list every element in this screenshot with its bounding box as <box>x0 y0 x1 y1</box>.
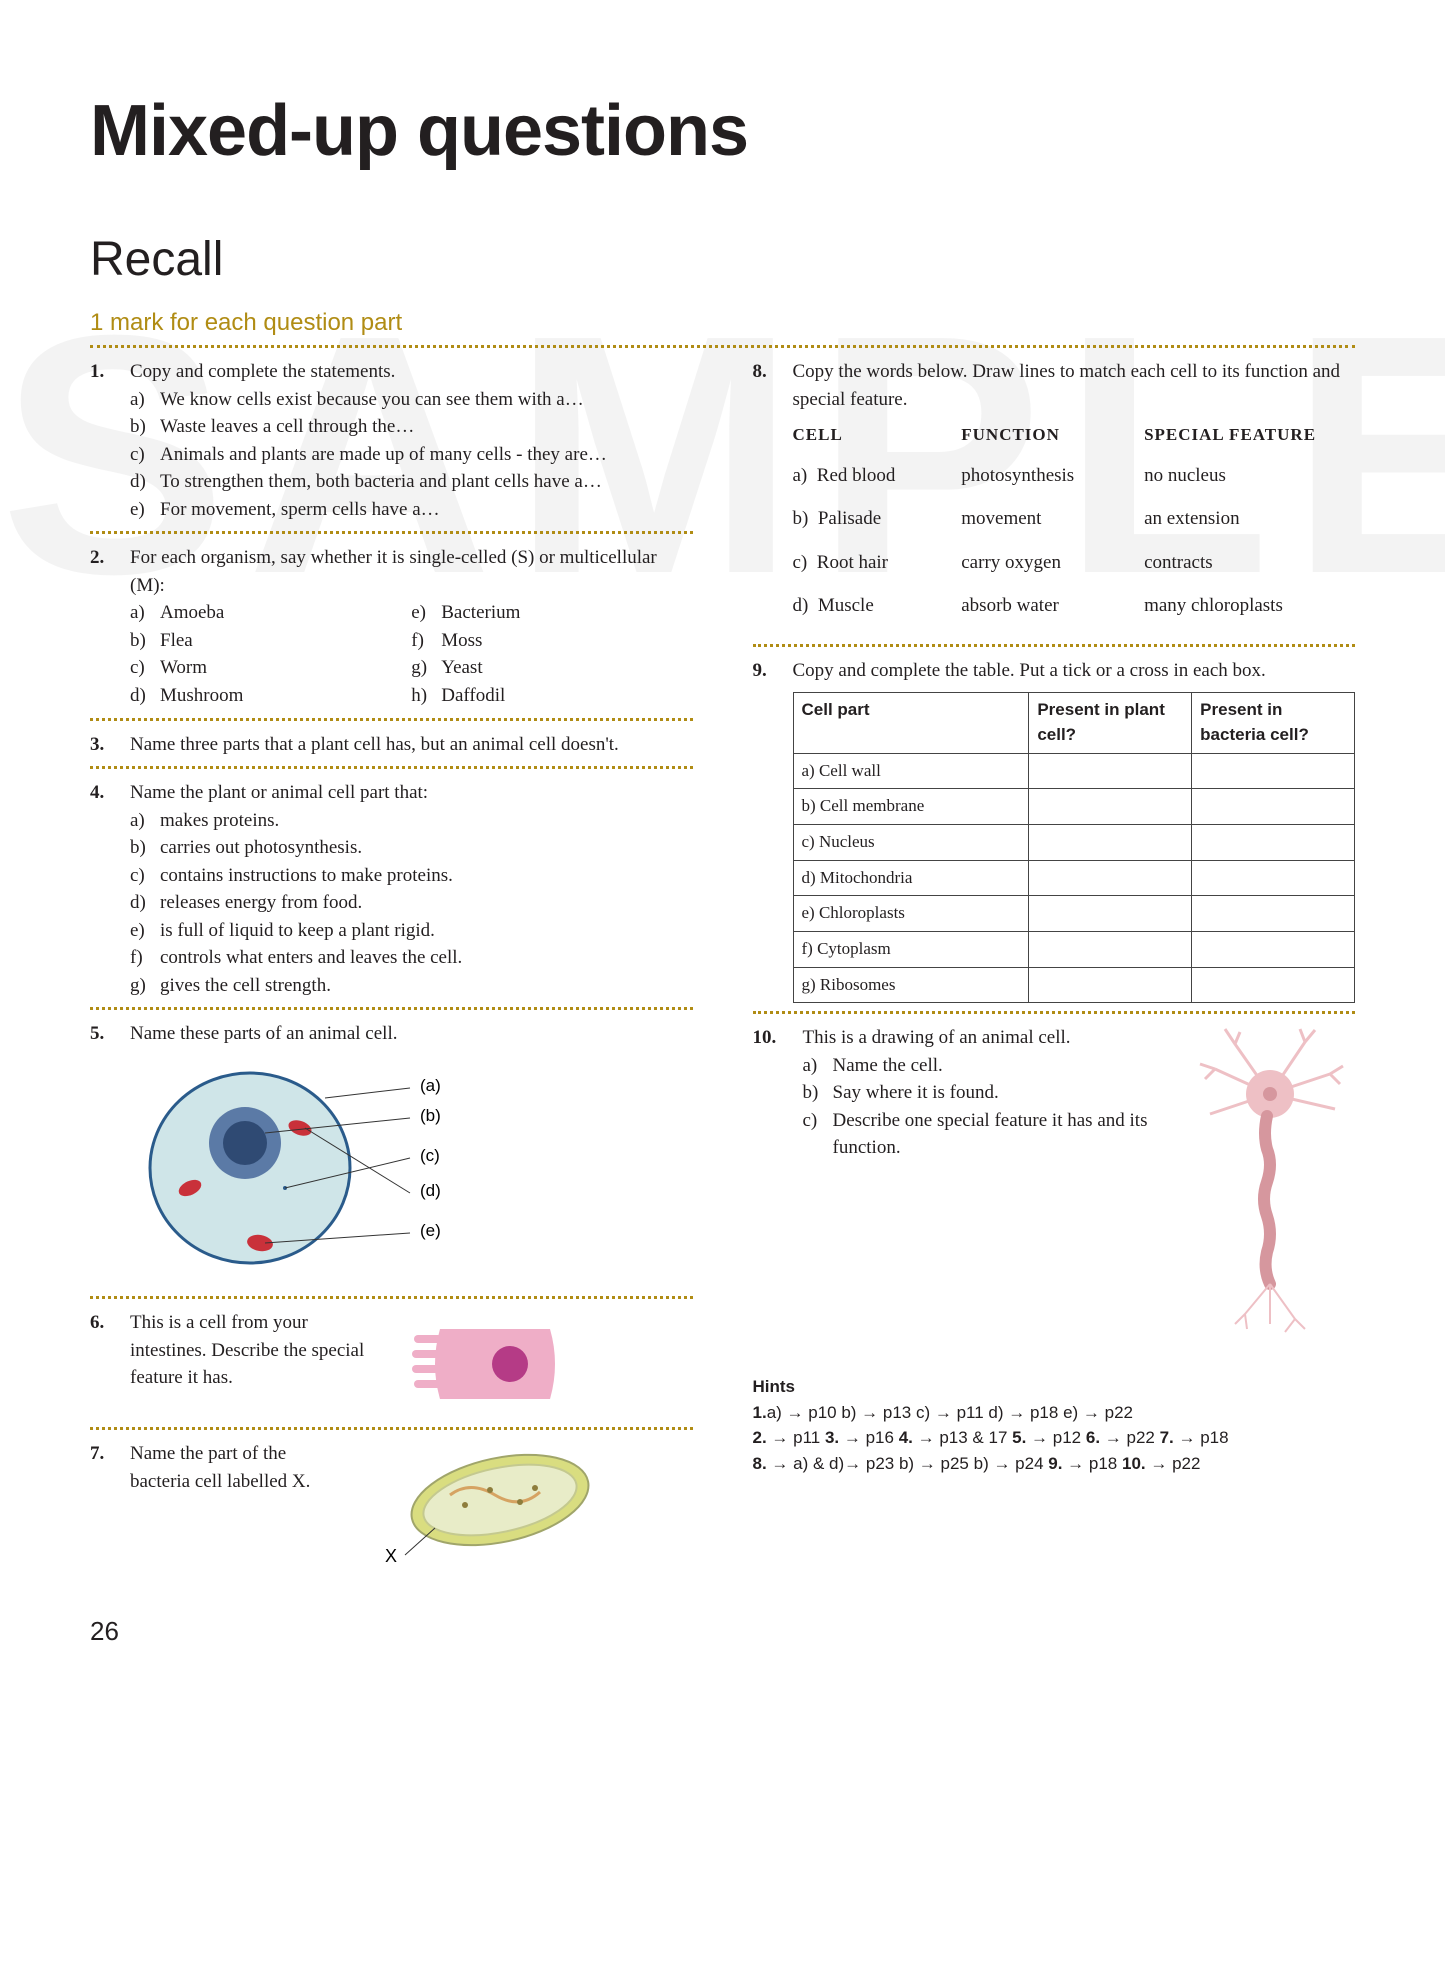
divider <box>90 531 693 534</box>
q-text: This is a drawing of an animal cell. <box>803 1024 1166 1052</box>
question-4: 4. Name the plant or animal cell part th… <box>90 779 693 999</box>
sub-item: makes proteins. <box>160 807 279 835</box>
q-number: 1. <box>90 358 120 523</box>
divider <box>90 1007 693 1010</box>
hint-line: 1.a) → p10 b) → p13 c) → p11 d) → p18 e)… <box>753 1400 1356 1426</box>
sub-item: controls what enters and leaves the cell… <box>160 944 462 972</box>
sub-item: Yeast <box>441 654 482 682</box>
hints-title: Hints <box>753 1374 1356 1400</box>
sub-item: carries out photosynthesis. <box>160 834 362 862</box>
neuron-diagram <box>1185 1024 1355 1344</box>
q-number: 4. <box>90 779 120 999</box>
bacteria-cell-diagram: X <box>380 1440 600 1570</box>
animal-cell-diagram: (a) (b) (c) (d) (e) <box>130 1058 490 1278</box>
divider <box>90 1427 693 1430</box>
svg-text:(a): (a) <box>420 1076 441 1095</box>
left-column: 1. Copy and complete the statements. a)W… <box>90 358 693 1576</box>
q-number: 5. <box>90 1020 120 1288</box>
question-7: 7. Name the part of the bacteria cell la… <box>90 1440 693 1570</box>
q-text: Name the part of the bacteria cell label… <box>130 1440 350 1495</box>
q-number: 7. <box>90 1440 120 1570</box>
sub-item: Moss <box>441 627 482 655</box>
question-2: 2. For each organism, say whether it is … <box>90 544 693 709</box>
svg-text:(e): (e) <box>420 1221 441 1240</box>
q-number: 6. <box>90 1309 120 1419</box>
col-header: SPECIAL FEATURE <box>1144 423 1355 448</box>
svg-text:(b): (b) <box>420 1106 441 1125</box>
sub-item: To strengthen them, both bacteria and pl… <box>160 468 602 496</box>
intestine-cell-diagram <box>410 1309 570 1419</box>
divider <box>90 718 693 721</box>
sub-item: Daffodil <box>441 682 505 710</box>
sub-item: Mushroom <box>160 682 243 710</box>
q-text: Name the plant or animal cell part that: <box>130 779 693 807</box>
question-1: 1. Copy and complete the statements. a)W… <box>90 358 693 523</box>
sub-item: Name the cell. <box>833 1052 943 1080</box>
sub-item: Flea <box>160 627 193 655</box>
page-number: 26 <box>90 1616 1355 1647</box>
hint-line: 8. → a) & d)→ p23 b) → p25 b) → p24 9. →… <box>753 1451 1356 1477</box>
q-number: 8. <box>753 358 783 636</box>
page-title: Mixed-up questions <box>90 90 1355 172</box>
q-text: Copy and complete the table. Put a tick … <box>793 657 1356 685</box>
divider <box>753 644 1356 647</box>
question-9: 9. Copy and complete the table. Put a ti… <box>753 657 1356 1003</box>
question-5: 5. Name these parts of an animal cell. <box>90 1020 693 1288</box>
cell-parts-table: Cell part Present in plant cell? Present… <box>793 692 1356 1003</box>
sub-item: Worm <box>160 654 207 682</box>
sub-item: Describe one special feature it has and … <box>833 1107 1166 1162</box>
sub-item: gives the cell strength. <box>160 972 331 1000</box>
col-header: CELL <box>793 423 962 448</box>
svg-text:X: X <box>385 1546 397 1566</box>
sub-item: is full of liquid to keep a plant rigid. <box>160 917 435 945</box>
th-bact: Present in bacteria cell? <box>1192 693 1355 753</box>
q-text: Name three parts that a plant cell has, … <box>130 731 693 759</box>
svg-text:(d): (d) <box>420 1181 441 1200</box>
svg-text:(c): (c) <box>420 1146 440 1165</box>
divider <box>90 345 1355 348</box>
sub-item: For movement, sperm cells have a… <box>160 496 440 524</box>
th-part: Cell part <box>793 693 1029 753</box>
question-10: 10. This is a drawing of an animal cell.… <box>753 1024 1356 1344</box>
q-number: 9. <box>753 657 783 1003</box>
question-6: 6. This is a cell from your intestines. … <box>90 1309 693 1419</box>
sub-item: Animals and plants are made up of many c… <box>160 441 607 469</box>
q-number: 3. <box>90 731 120 759</box>
marks-line: 1 mark for each question part <box>90 309 1355 337</box>
q-number: 10. <box>753 1024 783 1052</box>
sub-item: Amoeba <box>160 599 224 627</box>
q-number: 2. <box>90 544 120 709</box>
q-text: For each organism, say whether it is sin… <box>130 544 693 599</box>
q-text: Copy the words below. Draw lines to matc… <box>793 358 1356 413</box>
sub-item: Waste leaves a cell through the… <box>160 413 414 441</box>
col-header: FUNCTION <box>961 423 1144 448</box>
th-plant: Present in plant cell? <box>1029 693 1192 753</box>
section-heading: Recall <box>90 232 1355 287</box>
sub-item: We know cells exist because you can see … <box>160 386 584 414</box>
sub-item: Bacterium <box>441 599 520 627</box>
q-text: Name these parts of an animal cell. <box>130 1020 693 1048</box>
hints-block: Hints 1.a) → p10 b) → p13 c) → p11 d) → … <box>753 1374 1356 1476</box>
divider <box>90 766 693 769</box>
sub-item: releases energy from food. <box>160 889 362 917</box>
sub-item: contains instructions to make proteins. <box>160 862 453 890</box>
q-text: This is a cell from your intestines. Des… <box>130 1309 380 1392</box>
divider <box>753 1011 1356 1014</box>
question-3: 3. Name three parts that a plant cell ha… <box>90 731 693 759</box>
question-8: 8. Copy the words below. Draw lines to m… <box>753 358 1356 636</box>
divider <box>90 1296 693 1299</box>
sub-item: Say where it is found. <box>833 1079 999 1107</box>
right-column: 8. Copy the words below. Draw lines to m… <box>753 358 1356 1576</box>
hint-line: 2. → p11 3. → p16 4. → p13 & 17 5. → p12… <box>753 1425 1356 1451</box>
q-text: Copy and complete the statements. <box>130 358 693 386</box>
